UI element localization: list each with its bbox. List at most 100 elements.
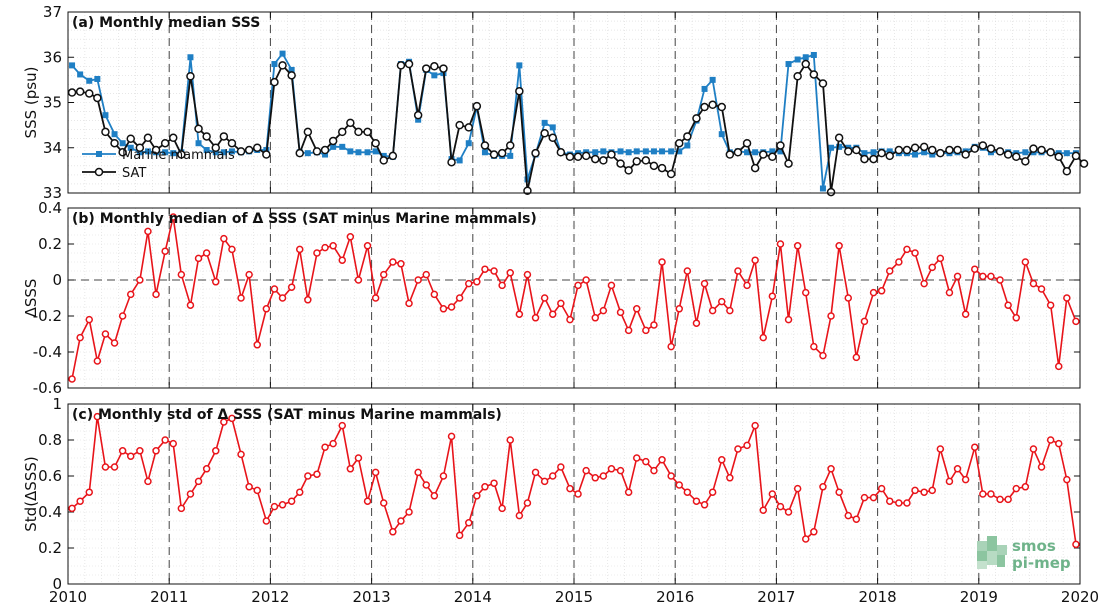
data-point (177, 150, 186, 159)
data-point (1021, 483, 1030, 491)
data-point (734, 267, 742, 275)
data-point (684, 142, 691, 149)
data-point (826, 187, 836, 197)
data-point (430, 492, 439, 500)
data-point (600, 148, 607, 155)
data-point (582, 466, 590, 475)
series-std-sss- (68, 412, 1080, 549)
data-point (548, 310, 557, 318)
data-point (177, 270, 186, 279)
data-point (76, 497, 84, 505)
data-point (921, 149, 928, 156)
data-point (304, 472, 312, 480)
data-point (793, 484, 802, 493)
data-point (252, 143, 262, 152)
data-point (397, 260, 405, 268)
data-point (852, 145, 861, 155)
data-point (244, 145, 254, 155)
series-sat (67, 59, 1089, 197)
y-tick-label: 0 (52, 271, 62, 289)
data-point (354, 127, 363, 137)
data-point (987, 272, 995, 281)
data-point (135, 143, 145, 152)
data-point (599, 472, 608, 480)
data-point (186, 490, 195, 498)
data-point (346, 118, 355, 128)
data-point (996, 276, 1004, 284)
data-point (557, 299, 565, 308)
data-point (642, 326, 650, 335)
data-point (76, 333, 84, 342)
data-point (363, 127, 372, 137)
data-point (1037, 285, 1046, 293)
data-point (802, 54, 809, 61)
data-point (920, 488, 928, 496)
data-point (253, 341, 261, 349)
data-point (903, 245, 911, 254)
data-point (338, 421, 347, 430)
data-point (675, 305, 683, 313)
data-point (253, 486, 261, 495)
data-point (1063, 294, 1071, 302)
y-tick-label: 0.6 (38, 467, 62, 485)
data-point (93, 412, 102, 421)
data-point (548, 472, 557, 480)
data-point (531, 148, 540, 158)
data-point (506, 269, 514, 277)
data-point (110, 339, 119, 347)
data-point (372, 148, 379, 155)
data-point (953, 145, 962, 155)
data-point (717, 102, 727, 112)
data-point (69, 62, 76, 69)
data-point (548, 133, 557, 143)
data-point (480, 141, 490, 150)
legend-label-sat: SAT (122, 166, 146, 181)
data-point (1063, 150, 1070, 157)
data-point (718, 131, 725, 138)
data-point (68, 375, 76, 383)
data-point (355, 149, 362, 156)
data-point (700, 102, 709, 112)
x-tick-label: 2014 (454, 588, 492, 606)
data-point (278, 61, 287, 70)
data-point (202, 132, 211, 141)
data-point (592, 149, 599, 156)
data-point (1021, 258, 1030, 266)
data-point (835, 488, 843, 496)
data-point (885, 497, 894, 505)
legend-marker-sat (94, 167, 104, 177)
data-point (515, 86, 524, 96)
data-point (465, 279, 473, 288)
data-point (674, 138, 684, 148)
data-point (844, 147, 853, 156)
data-point (936, 254, 945, 263)
data-point (93, 93, 102, 103)
y-tick-label: -0.4 (33, 343, 62, 361)
data-point (227, 138, 237, 148)
data-point (430, 62, 439, 71)
data-point (220, 418, 228, 426)
y-tick-label: 35 (43, 94, 62, 112)
data-point (793, 242, 802, 250)
data-point (877, 484, 886, 493)
data-point (945, 477, 954, 486)
data-point (1029, 445, 1038, 453)
data-point (860, 493, 869, 502)
data-point (1037, 463, 1046, 471)
data-point (971, 265, 979, 273)
y-tick-label: 36 (43, 48, 62, 66)
data-point (599, 306, 608, 315)
data-point (388, 151, 398, 161)
data-point (676, 148, 683, 155)
series-line (71, 62, 1085, 193)
data-point (270, 77, 279, 87)
data-point (1003, 150, 1013, 159)
data-point (161, 247, 169, 255)
x-tick-label: 2010 (49, 588, 87, 606)
series--sss (68, 213, 1080, 383)
data-point (203, 147, 210, 154)
data-point (1079, 159, 1089, 168)
data-point (1071, 151, 1081, 161)
data-point (751, 256, 759, 264)
data-point (347, 148, 354, 155)
